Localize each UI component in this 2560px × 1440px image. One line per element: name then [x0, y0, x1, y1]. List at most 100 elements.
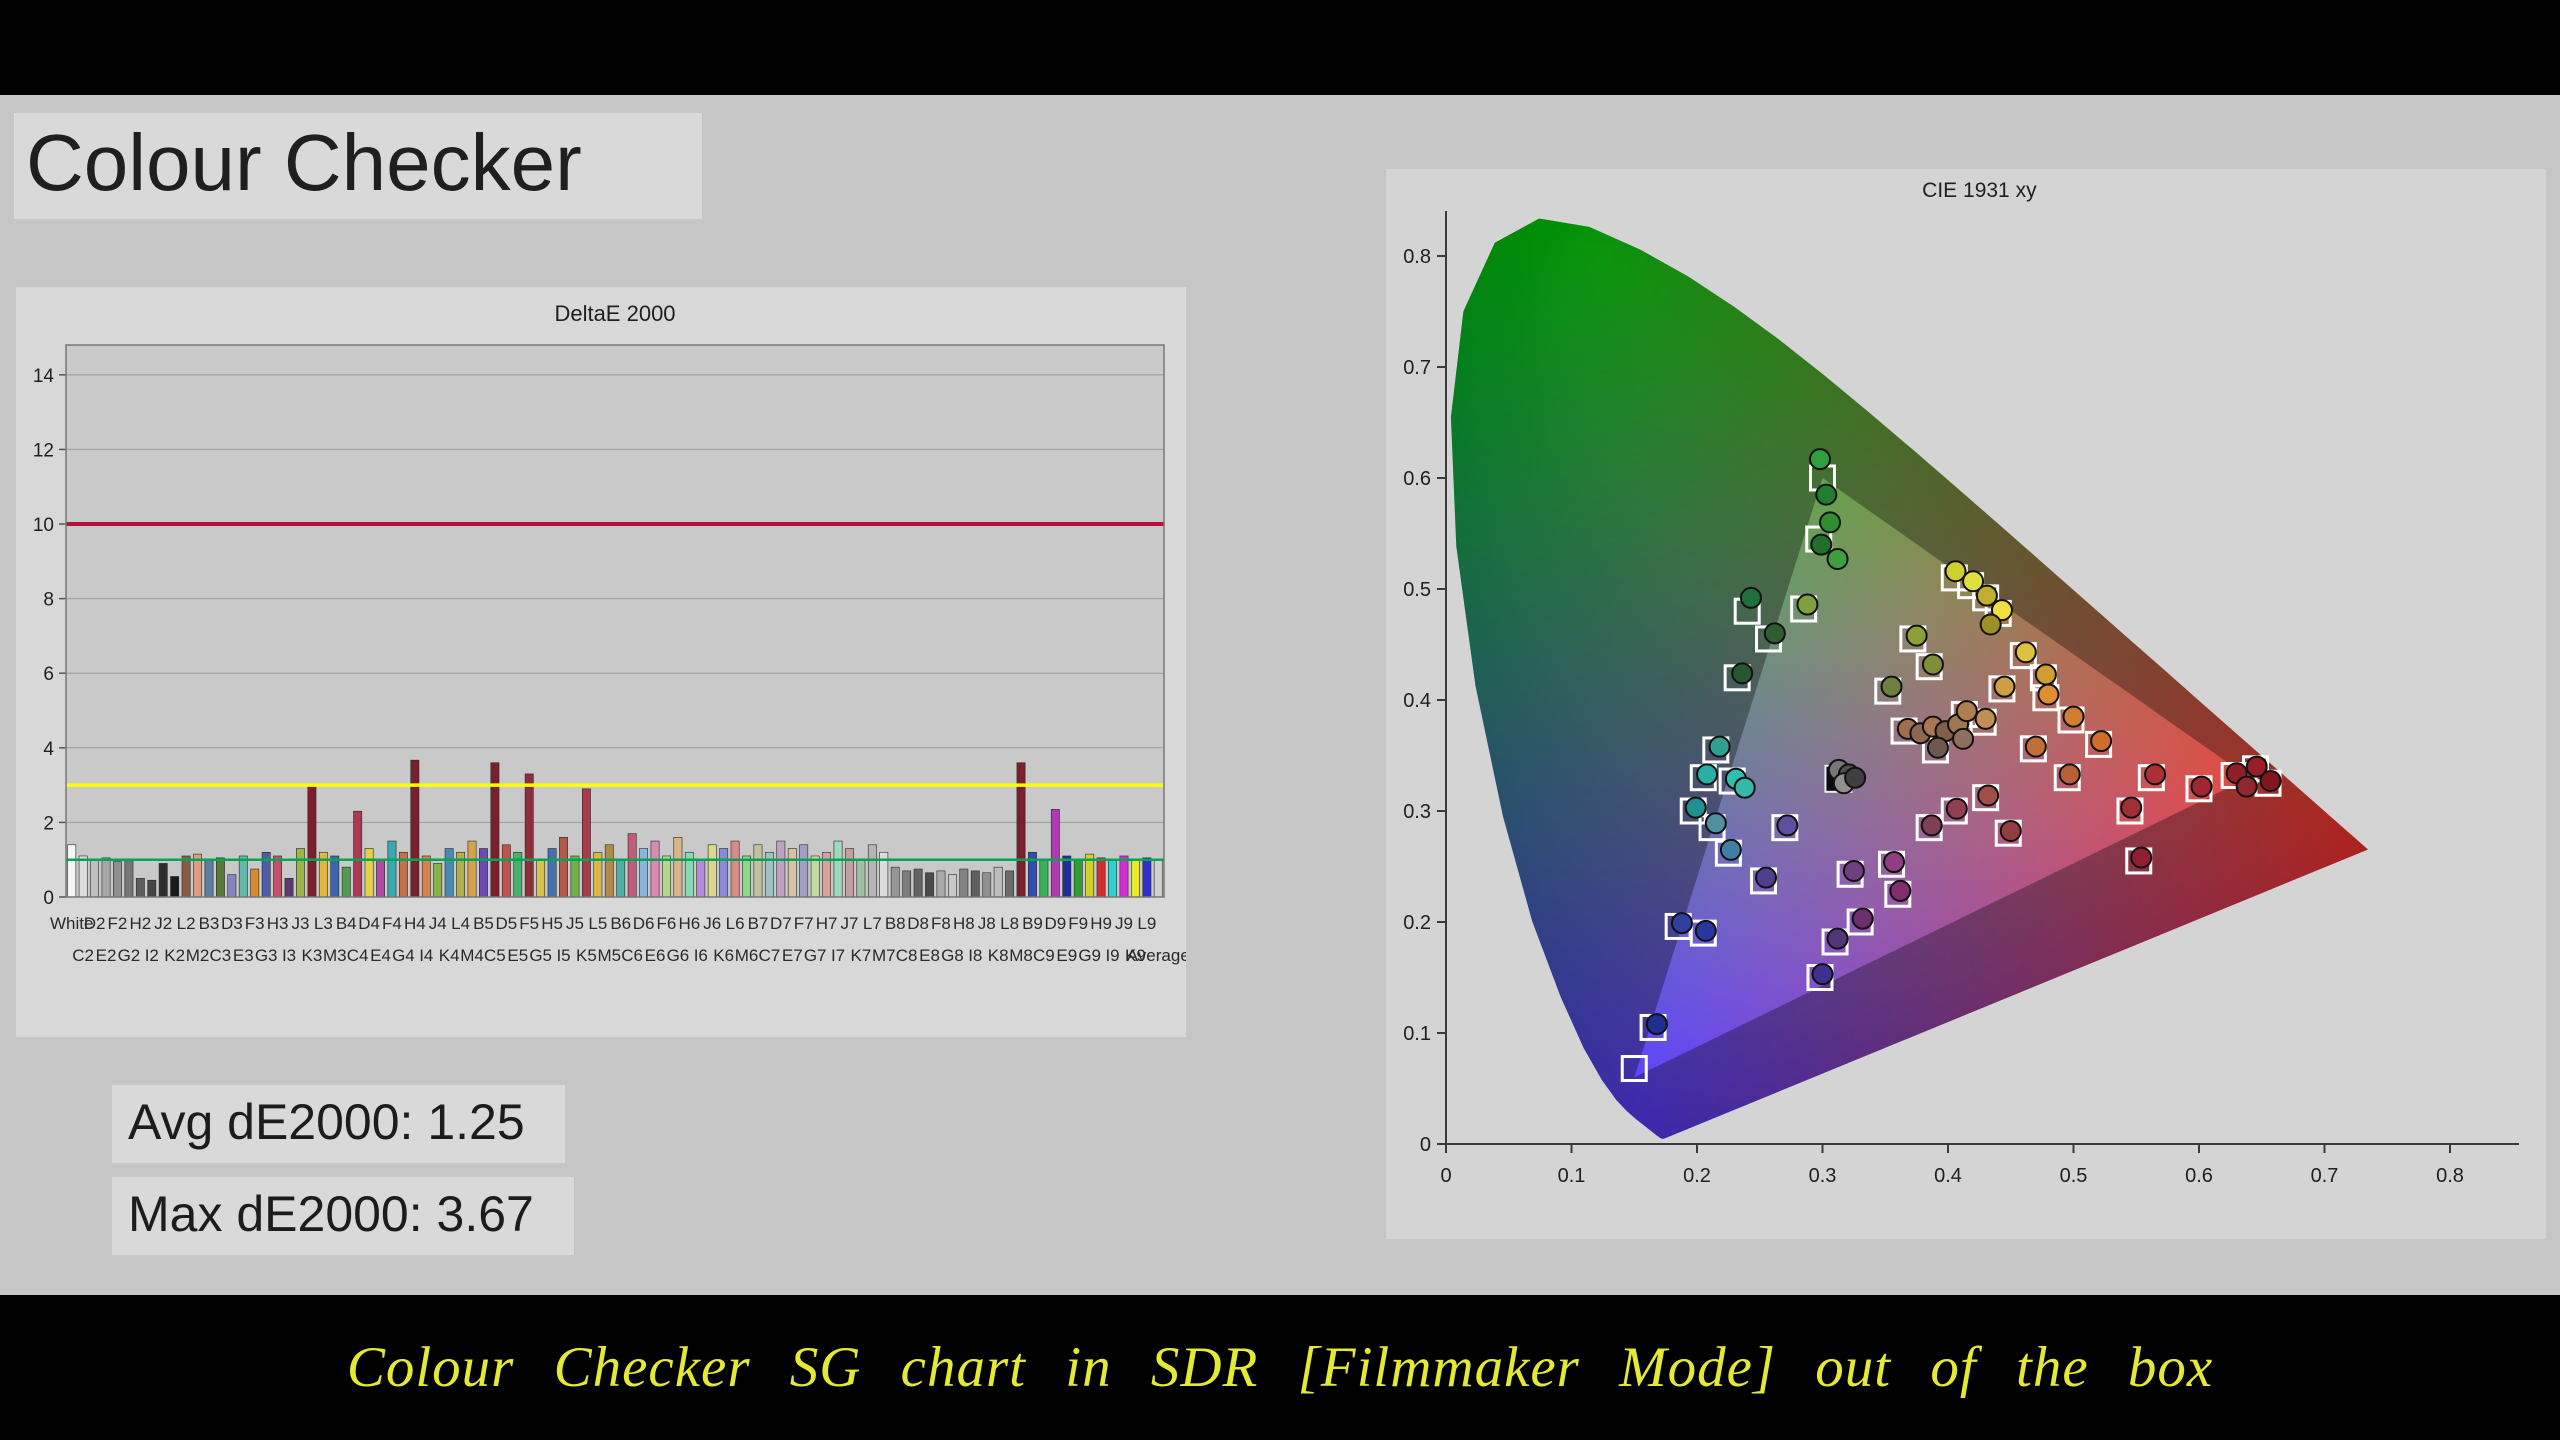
svg-text:0.6: 0.6 — [2185, 1165, 2213, 1187]
svg-text:B9: B9 — [1022, 914, 1043, 933]
svg-text:J9: J9 — [1115, 914, 1133, 933]
svg-text:M5: M5 — [597, 946, 621, 965]
svg-text:10: 10 — [33, 515, 54, 536]
svg-text:G9: G9 — [1078, 946, 1101, 965]
svg-text:0.7: 0.7 — [1403, 357, 1431, 379]
svg-text:G3: G3 — [255, 946, 278, 965]
svg-text:8: 8 — [43, 590, 54, 611]
svg-text:K2: K2 — [164, 946, 185, 965]
svg-text:0: 0 — [1420, 1134, 1431, 1156]
svg-text:F6: F6 — [657, 914, 677, 933]
svg-text:E6: E6 — [645, 946, 666, 965]
svg-text:J5: J5 — [566, 914, 584, 933]
top-letterbox-bar — [0, 0, 2560, 95]
svg-text:H9: H9 — [1090, 914, 1112, 933]
svg-text:0.5: 0.5 — [2060, 1165, 2088, 1187]
svg-text:G4: G4 — [392, 946, 415, 965]
deltae-chart-panel: DeltaE 2000 0 2 4 6 8 10 12 14 White C2 D2 E2 F2 G2 H2 I… — [16, 287, 1186, 1037]
svg-text:G8: G8 — [941, 946, 964, 965]
svg-text:G2: G2 — [118, 946, 141, 965]
svg-text:F4: F4 — [382, 914, 402, 933]
svg-text:0.7: 0.7 — [2311, 1165, 2339, 1187]
svg-text:B8: B8 — [885, 914, 906, 933]
svg-text:DeltaE 2000: DeltaE 2000 — [554, 301, 675, 326]
svg-text:L8: L8 — [1000, 914, 1019, 933]
svg-text:I9: I9 — [1105, 946, 1119, 965]
svg-text:J3: J3 — [291, 914, 309, 933]
svg-text:G7: G7 — [804, 946, 827, 965]
svg-text:C6: C6 — [621, 946, 643, 965]
svg-text:J2: J2 — [154, 914, 172, 933]
svg-text:F3: F3 — [245, 914, 265, 933]
svg-text:H8: H8 — [953, 914, 975, 933]
svg-text:E5: E5 — [507, 946, 528, 965]
svg-text:B7: B7 — [748, 914, 769, 933]
svg-text:14: 14 — [33, 366, 55, 387]
page-title-text: Colour Checker — [26, 118, 582, 207]
deltae-bar-chart: DeltaE 2000 0 2 4 6 8 10 12 14 White C2 D2 E2 F2 G2 H2 I… — [33, 301, 1186, 965]
svg-text:F7: F7 — [794, 914, 814, 933]
svg-text:C7: C7 — [759, 946, 781, 965]
svg-text:L2: L2 — [177, 914, 196, 933]
svg-text:0.5: 0.5 — [1403, 579, 1431, 601]
svg-text:I6: I6 — [694, 946, 708, 965]
svg-text:12: 12 — [33, 440, 54, 461]
svg-text:J6: J6 — [703, 914, 721, 933]
svg-text:E3: E3 — [233, 946, 254, 965]
svg-text:L4: L4 — [451, 914, 470, 933]
report-content: Colour Checker DeltaE 2000 0 2 4 6 8 10 12 14 Whi… — [0, 95, 2560, 1295]
svg-text:I5: I5 — [556, 946, 570, 965]
svg-text:F8: F8 — [931, 914, 951, 933]
svg-text:C3: C3 — [210, 946, 232, 965]
svg-text:M3: M3 — [323, 946, 347, 965]
svg-text:0.3: 0.3 — [1403, 801, 1431, 823]
svg-text:E9: E9 — [1056, 946, 1077, 965]
svg-text:C5: C5 — [484, 946, 506, 965]
svg-text:I3: I3 — [282, 946, 296, 965]
svg-text:I2: I2 — [145, 946, 159, 965]
svg-text:F9: F9 — [1068, 914, 1088, 933]
svg-text:J7: J7 — [840, 914, 858, 933]
svg-text:E2: E2 — [96, 946, 117, 965]
svg-text:White: White — [50, 914, 93, 933]
caption: Colour Checker SG chart in SDR [Filmmake… — [346, 1336, 2214, 1399]
svg-text:C4: C4 — [347, 946, 369, 965]
svg-text:M8: M8 — [1009, 946, 1033, 965]
svg-text:E7: E7 — [782, 946, 803, 965]
svg-text:2: 2 — [43, 813, 54, 834]
svg-text:D6: D6 — [633, 914, 655, 933]
svg-text:K3: K3 — [302, 946, 323, 965]
svg-text:0.3: 0.3 — [1809, 1165, 1837, 1187]
svg-text:0: 0 — [1440, 1165, 1451, 1187]
svg-text:M7: M7 — [872, 946, 896, 965]
svg-text:I7: I7 — [831, 946, 845, 965]
svg-text:K9: K9 — [1125, 946, 1146, 965]
svg-text:0.8: 0.8 — [2436, 1165, 2464, 1187]
svg-text:J8: J8 — [978, 914, 996, 933]
svg-text:B3: B3 — [199, 914, 220, 933]
page-title: Colour Checker — [14, 113, 702, 219]
svg-text:L7: L7 — [863, 914, 882, 933]
svg-text:H3: H3 — [267, 914, 289, 933]
svg-text:L9: L9 — [1137, 914, 1156, 933]
svg-text:L3: L3 — [314, 914, 333, 933]
svg-text:D8: D8 — [907, 914, 929, 933]
svg-text:0.8: 0.8 — [1403, 246, 1431, 268]
svg-text:B4: B4 — [336, 914, 357, 933]
svg-text:0: 0 — [43, 888, 54, 909]
svg-text:M4: M4 — [460, 946, 484, 965]
svg-text:M2: M2 — [186, 946, 210, 965]
svg-text:K5: K5 — [576, 946, 597, 965]
svg-text:6: 6 — [43, 664, 54, 685]
svg-text:G6: G6 — [667, 946, 690, 965]
svg-text:K4: K4 — [439, 946, 460, 965]
svg-text:D4: D4 — [358, 914, 380, 933]
svg-text:0.6: 0.6 — [1403, 468, 1431, 490]
svg-text:F5: F5 — [519, 914, 539, 933]
svg-text:4: 4 — [43, 739, 54, 760]
svg-text:G5: G5 — [529, 946, 552, 965]
bottom-letterbox-bar: Colour Checker SG chart in SDR [Filmmake… — [0, 1295, 2560, 1440]
svg-text:L6: L6 — [726, 914, 745, 933]
svg-text:B6: B6 — [610, 914, 631, 933]
